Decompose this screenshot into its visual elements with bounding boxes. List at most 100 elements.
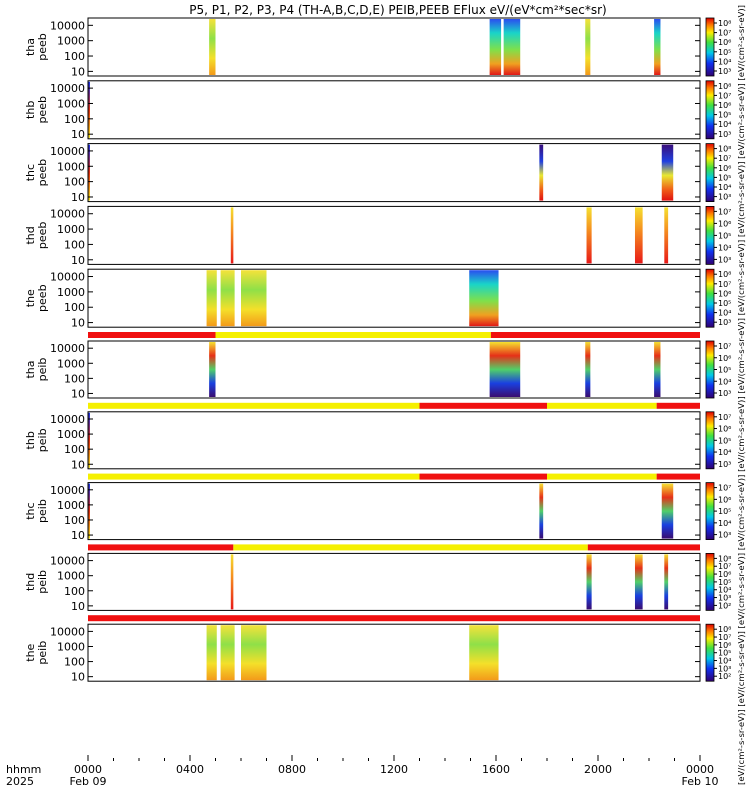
colorbar-tick-label: 10⁶ [718, 495, 731, 504]
y-tick-label: 10 [71, 191, 85, 204]
panel-instrument-label: peib [36, 428, 49, 452]
colorbar-tick-label: 10⁴ [718, 120, 731, 129]
y-tick-label: 10 [71, 387, 85, 400]
x-tick-label: 0400 [176, 763, 204, 776]
panel-probe-label: thb [24, 431, 37, 449]
colorbar-tick-label: 10⁸ [718, 625, 731, 634]
spectrogram-block [664, 554, 669, 610]
colorbar-tick-label: 10³ [718, 460, 731, 469]
mode-bar-segment [490, 332, 700, 338]
colorbar-tick-label: 10⁴ [718, 377, 731, 386]
panel-probe-label: thd [24, 573, 37, 591]
mode-bar-segment [656, 473, 700, 480]
colorbar-units-label: [eV/(cm²-s-sr-eV)] [eV/(cm²-s-sr-eV)] [e… [737, 5, 746, 785]
y-tick-label: 1000 [57, 499, 85, 512]
colorbar-tick-label: 10⁵ [718, 578, 731, 587]
spectrogram-block [585, 19, 591, 75]
chart-title: P5, P1, P2, P3, P4 (TH-A,B,C,D,E) PEIB,P… [189, 3, 606, 17]
panel-instrument-label: peib [36, 570, 49, 594]
panel-probe-label: thc [24, 164, 37, 181]
y-tick-label: 10000 [50, 208, 85, 221]
colorbar [705, 340, 715, 399]
panel-probe-label: thb [24, 101, 37, 119]
colorbar-tick-label: 10⁵ [718, 299, 731, 308]
panel-instrument-label: peeb [36, 284, 49, 312]
mode-bar-segment [547, 473, 657, 480]
colorbar-tick-label: 10³ [718, 255, 731, 264]
panel-background [88, 624, 700, 682]
colorbar-tick-label: 10³ [718, 531, 731, 540]
y-tick-label: 100 [64, 113, 85, 126]
y-tick-label: 100 [64, 443, 85, 456]
spectrogram-block [220, 270, 235, 327]
y-tick-label: 1000 [57, 428, 85, 441]
colorbar-tick-label: 10⁵ [718, 507, 731, 516]
mode-bar-segment [233, 544, 588, 551]
time-row-label-top: hhmm [6, 763, 41, 776]
colorbar-tick-label: 10⁸ [718, 145, 731, 154]
y-tick-label: 10000 [50, 82, 85, 95]
mode-bar-segment [419, 473, 547, 480]
panel-instrument-label: peib [36, 499, 49, 523]
mode-bar-segment [419, 402, 547, 409]
spectrogram-block [664, 207, 669, 264]
colorbar [705, 623, 715, 682]
x-tick-label: 2000 [584, 763, 612, 776]
y-tick-label: 1000 [57, 160, 85, 173]
colorbar-tick-label: 10⁷ [718, 562, 731, 571]
panel-frame [87, 340, 701, 399]
colorbar [705, 411, 715, 470]
colorbar-tick-label: 10⁶ [718, 570, 731, 579]
colorbar-tick-label: 10⁵ [718, 366, 731, 375]
colorbar [705, 17, 715, 77]
colorbar-tick-label: 10⁶ [718, 289, 731, 298]
panel-instrument-label: peeb [36, 96, 49, 124]
panel-probe-label: the [24, 643, 37, 661]
x-tick-date-label: Feb 09 [70, 775, 107, 788]
y-tick-label: 1000 [57, 223, 85, 236]
panel-background [88, 80, 700, 139]
y-tick-label: 10 [71, 128, 85, 141]
panel-background [88, 143, 700, 202]
x-tick-label: 1200 [380, 763, 408, 776]
colorbar-tick-label: 10⁵ [718, 173, 731, 182]
colorbar-tick-label: 10³ [718, 318, 731, 327]
colorbar-tick-label: 10² [718, 601, 731, 610]
panel-probe-label: the [24, 289, 37, 307]
colorbar-tick-label: 10⁸ [718, 554, 731, 563]
colorbar [705, 268, 715, 328]
y-tick-label: 10000 [50, 555, 85, 568]
colorbar-tick-label: 10⁶ [718, 354, 731, 363]
spectrogram-block [586, 207, 592, 264]
x-tick-label: 0000 [74, 763, 102, 776]
colorbar-tick-label: 10⁷ [718, 484, 731, 493]
y-tick-label: 10 [71, 600, 85, 613]
panel-probe-label: tha [24, 360, 37, 378]
y-tick-label: 1000 [57, 357, 85, 370]
colorbar-tick-label: 10⁴ [718, 57, 731, 66]
mode-bar-segment [88, 615, 700, 622]
y-tick-label: 10 [71, 317, 85, 330]
panel-frame [87, 482, 701, 541]
colorbar-tick-label: 10⁷ [718, 413, 731, 422]
panel-the-peib: 10 100 1000 10000 the peib 10⁸10⁷10⁶10⁵10⁴10³1… [24, 623, 731, 684]
spectrogram-block [230, 554, 234, 610]
panel-background [88, 411, 700, 469]
colorbar-tick-label: 10⁷ [718, 91, 731, 100]
spectrogram-block [654, 342, 661, 397]
colorbar-tick-label: 10⁴ [718, 243, 731, 252]
colorbar-tick-label: 10³ [718, 193, 731, 202]
panel-frame [87, 143, 701, 203]
x-tick-label: 0800 [278, 763, 306, 776]
panel-instrument-label: peib [36, 358, 49, 382]
mode-bar-segment [88, 332, 216, 338]
spectrogram-block [206, 270, 217, 327]
panel-instrument-label: peib [36, 641, 49, 665]
panel-background [88, 269, 700, 328]
y-tick-label: 100 [64, 656, 85, 669]
y-tick-label: 100 [64, 176, 85, 189]
mode-bar-segment [656, 402, 700, 409]
